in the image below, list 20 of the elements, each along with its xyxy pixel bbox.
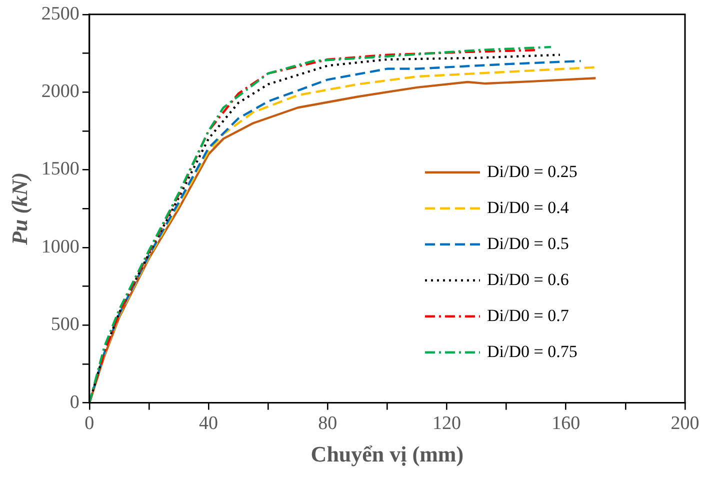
- x-tick-label: 0: [84, 413, 94, 434]
- y-tick-label: 1500: [41, 158, 80, 180]
- x-axis-title: Chuyển vị (mm): [310, 441, 464, 466]
- legend-label: Di/D0 = 0.75: [487, 342, 578, 361]
- y-tick-label: 2500: [41, 3, 80, 24]
- y-axis-title: Pu (kN): [6, 172, 32, 246]
- x-tick-label: 40: [199, 413, 218, 434]
- x-tick-label: 120: [432, 413, 462, 434]
- legend-label: Di/D0 = 0.7: [487, 306, 570, 325]
- y-tick-label: 0: [70, 392, 80, 413]
- y-tick-label: 1000: [41, 236, 80, 258]
- x-tick-label: 80: [318, 413, 338, 434]
- y-tick-label: 2000: [41, 81, 80, 102]
- legend-label: Di/D0 = 0.25: [487, 162, 578, 181]
- y-tick-label: 500: [50, 314, 80, 336]
- x-tick-label: 200: [670, 413, 700, 434]
- legend-label: Di/D0 = 0.4: [487, 198, 570, 217]
- x-tick-label: 160: [552, 413, 580, 434]
- legend-label: Di/D0 = 0.6: [487, 270, 569, 289]
- legend-label: Di/D0 = 0.5: [487, 234, 569, 253]
